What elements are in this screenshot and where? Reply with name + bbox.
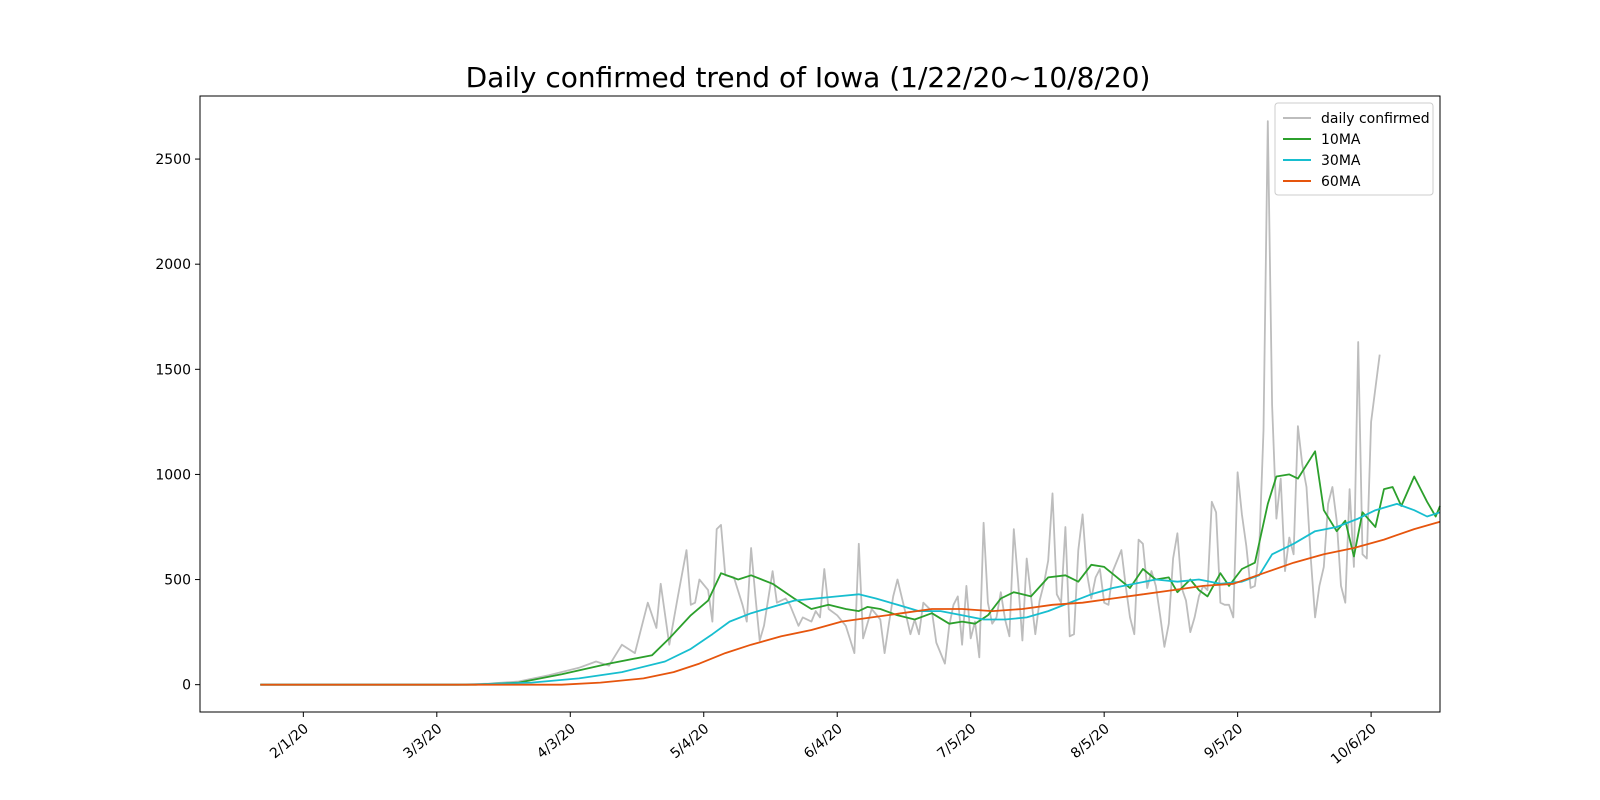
legend: daily confirmed 10MA 30MA 60MA: [1274, 102, 1434, 196]
x-tick-label: 5/4/20: [668, 721, 713, 762]
x-tick-label: 8/5/20: [1068, 721, 1113, 762]
plot-frame: [199, 95, 1441, 713]
x-tick-label: 7/5/20: [934, 721, 979, 762]
legend-label-0: daily confirmed: [1321, 111, 1430, 127]
series-line-2: [260, 503, 1441, 686]
y-tick-label: 1000: [155, 467, 191, 483]
x-tick-label: 10/6/20: [1328, 721, 1380, 768]
x-tick-label: 6/4/20: [801, 721, 846, 762]
x-tick-label: 2/1/20: [267, 721, 312, 762]
series-line-0: [260, 120, 1381, 686]
legend-label-2: 30MA: [1321, 153, 1361, 169]
series-line-1: [260, 450, 1441, 686]
chart-title: Daily confirmed trend of Iowa (1/22/20~1…: [466, 61, 1151, 94]
legend-box: [1274, 102, 1434, 196]
x-axis: 2/1/20 3/3/20 4/3/20 5/4/20 6/4/20 7/5/20 8/5/…: [267, 712, 1380, 768]
series-line-3: [260, 520, 1441, 686]
y-tick-label: 2500: [155, 152, 191, 168]
series-layer: [260, 120, 1441, 686]
x-tick-label: 3/3/20: [401, 721, 446, 762]
y-axis: 0 500 1000 1500 2000 2500: [155, 152, 200, 694]
y-tick-label: 500: [164, 573, 191, 589]
legend-label-1: 10MA: [1321, 132, 1361, 148]
x-tick-label: 4/3/20: [534, 721, 579, 762]
legend-label-3: 60MA: [1321, 174, 1361, 190]
y-tick-label: 1500: [155, 362, 191, 378]
y-tick-label: 0: [182, 678, 191, 694]
y-tick-label: 2000: [155, 257, 191, 273]
x-tick-label: 9/5/20: [1201, 721, 1246, 762]
